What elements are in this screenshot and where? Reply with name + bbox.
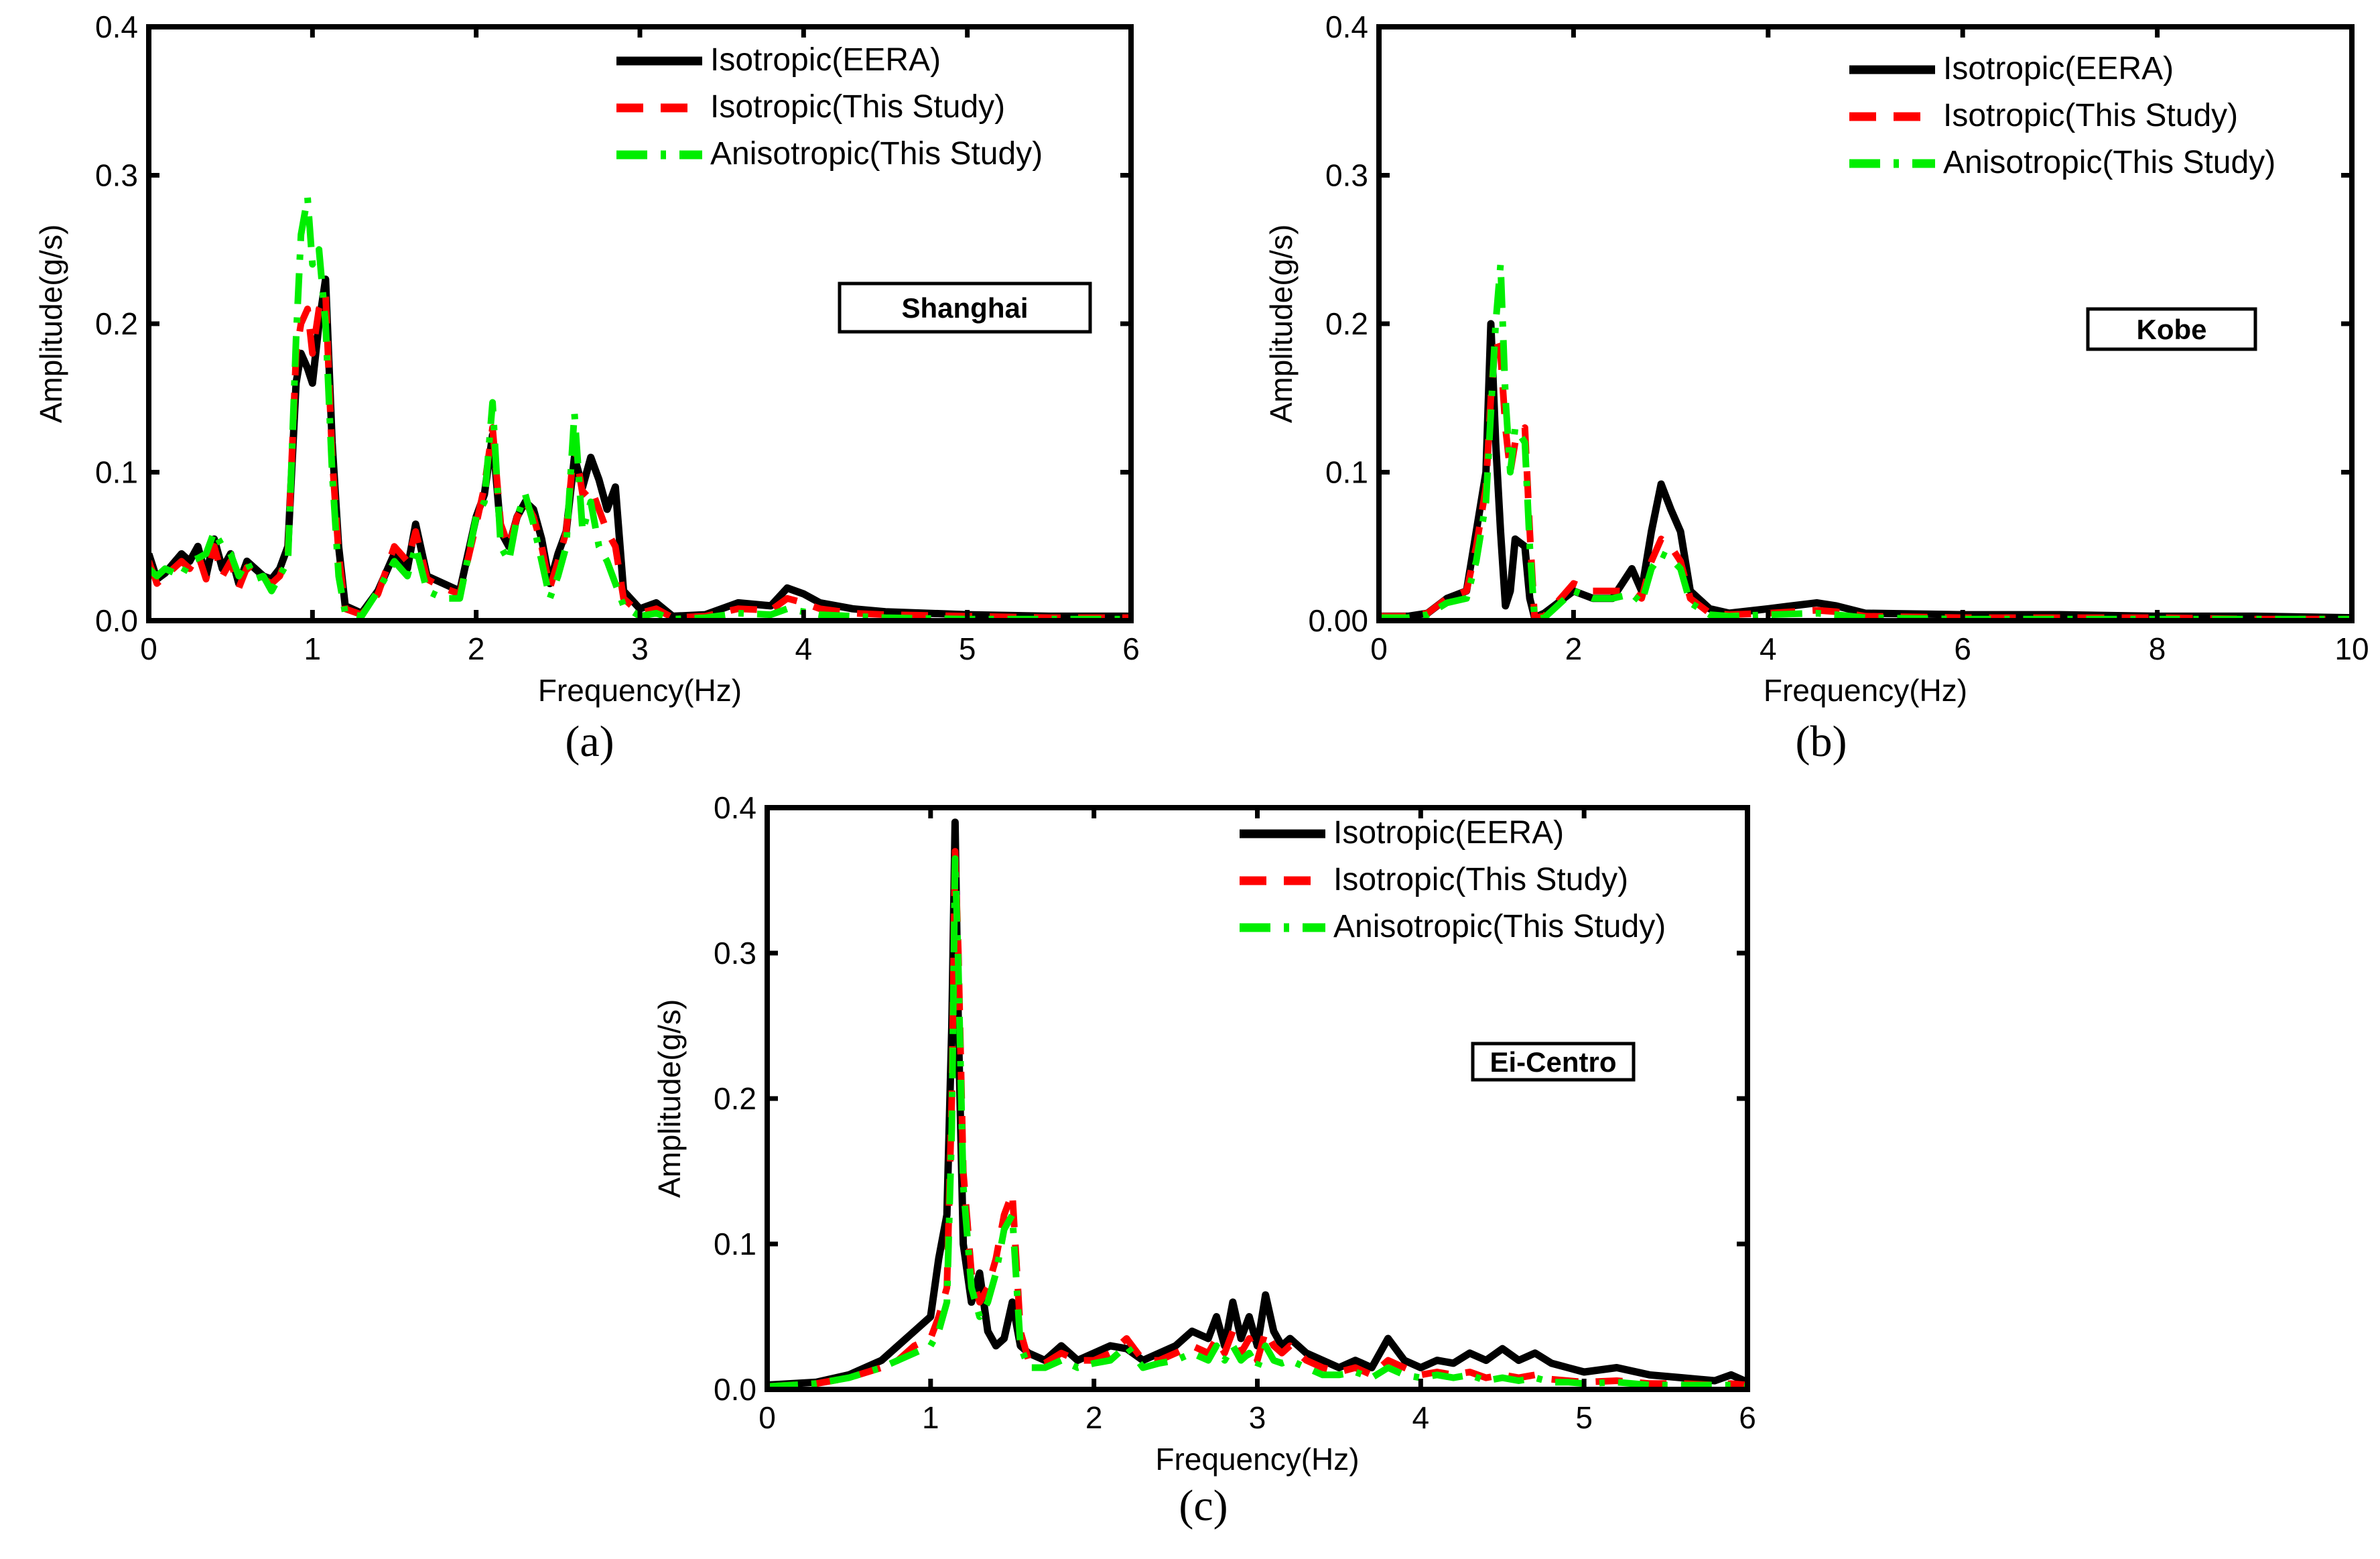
- y-tick-label: 0.3: [1325, 158, 1368, 193]
- legend: Isotropic(EERA) Isotropic(This Study) Anis…: [616, 42, 1043, 172]
- y-axis-title: Amplitude(g/s): [34, 225, 68, 424]
- y-tick-label: 0.3: [95, 158, 138, 193]
- series-line-anisotropic-this-study: [149, 194, 1131, 621]
- y-tick-label: 0.2: [714, 1081, 756, 1116]
- x-axis-title: Frequency(Hz): [538, 673, 742, 708]
- panel-label: (b): [1796, 717, 1847, 766]
- panel-a: 0 1 2 3 4 5 6 0.0 0.1 0.2 0.3 0.4 Frequency(Hz) Ampli…: [34, 9, 1140, 766]
- annotation-box: [838, 282, 1092, 334]
- series-group: [149, 194, 1131, 621]
- x-tick-label: 2: [468, 631, 485, 666]
- x-tick-label: 0: [140, 631, 157, 666]
- y-tick-label: 0.1: [1325, 455, 1368, 490]
- panel-b: 0 2 4 6 8 10 0.00 0.1 0.2 0.3 0.4 Frequency(Hz) Ampl…: [1264, 9, 2369, 766]
- y-tick-label: 0.1: [714, 1227, 756, 1261]
- legend: Isotropic(EERA) Isotropic(This Study) Anis…: [1849, 51, 2275, 180]
- y-tick-label: 0.0: [95, 603, 138, 638]
- x-tick-label: 3: [631, 631, 649, 666]
- series-group: [767, 818, 1747, 1389]
- legend-label: Isotropic(This Study): [1943, 98, 2238, 133]
- x-tick-label: 10: [2334, 631, 2369, 666]
- legend-label: Isotropic(This Study): [710, 89, 1005, 125]
- series-group: [1379, 261, 2352, 621]
- y-tick-label: 0.0: [714, 1372, 756, 1407]
- x-tick-label: 4: [795, 631, 813, 666]
- y-tick-label: 0.1: [95, 455, 138, 490]
- series-line-anisotropic-this-study: [1379, 261, 2352, 621]
- y-tick-label: 0.2: [1325, 306, 1368, 341]
- x-tick-label: 1: [304, 631, 322, 666]
- legend-label: Anisotropic(This Study): [1333, 909, 1666, 944]
- annotation-label: Shanghai: [901, 292, 1028, 324]
- y-tick-label: 0.00: [1308, 603, 1368, 638]
- x-tick-label: 8: [2149, 631, 2166, 666]
- legend-label: Isotropic(This Study): [1333, 862, 1628, 897]
- annotation-box: [2086, 307, 2257, 351]
- panel-c: 0 1 2 3 4 5 6 0.0 0.1 0.2 0.3 0.4 Frequency(Hz) Ampli…: [652, 790, 1756, 1530]
- x-tick-label: 5: [1575, 1400, 1593, 1435]
- x-tick-label: 4: [1760, 631, 1777, 666]
- x-tick-label: 5: [959, 631, 976, 666]
- x-tick-label: 3: [1249, 1400, 1266, 1435]
- y-tick-label: 0.4: [714, 790, 756, 825]
- y-tick-label: 0.4: [1325, 9, 1368, 44]
- x-tick-label: 4: [1412, 1400, 1430, 1435]
- x-axis-title: Frequency(Hz): [1764, 673, 1967, 708]
- series-line-isotropic-eera: [767, 818, 1747, 1389]
- legend-label: Isotropic(EERA): [1943, 51, 2174, 86]
- legend-label: Isotropic(EERA): [1333, 815, 1564, 851]
- x-tick-label: 0: [1370, 631, 1388, 666]
- x-tick-label: 6: [1954, 631, 1971, 666]
- series-line-anisotropic-this-study: [767, 855, 1747, 1389]
- legend: Isotropic(EERA) Isotropic(This Study) Anis…: [1240, 815, 1666, 944]
- legend-label: Anisotropic(This Study): [1943, 145, 2275, 180]
- legend-label: Isotropic(EERA): [710, 42, 941, 78]
- x-tick-label: 6: [1739, 1400, 1756, 1435]
- legend-label: Anisotropic(This Study): [710, 136, 1043, 172]
- x-tick-label: 0: [758, 1400, 776, 1435]
- y-axis-title: Amplitude(g/s): [652, 999, 687, 1198]
- y-axis-title: Amplitude(g/s): [1264, 225, 1299, 424]
- annotation-label: Kobe: [2137, 314, 2207, 345]
- x-tick-label: 2: [1085, 1400, 1103, 1435]
- x-tick-label: 2: [1565, 631, 1583, 666]
- series-line-isotropic-eera: [1379, 320, 2352, 621]
- annotation-box: [1471, 1042, 1636, 1082]
- y-tick-label: 0.2: [95, 306, 138, 341]
- panel-label: (a): [565, 717, 614, 766]
- y-tick-label: 0.3: [714, 936, 756, 971]
- y-tick-label: 0.4: [95, 9, 138, 44]
- annotation-label: Ei-Centro: [1490, 1046, 1617, 1078]
- x-axis-title: Frequency(Hz): [1155, 1442, 1359, 1477]
- x-tick-label: 1: [922, 1400, 939, 1435]
- x-tick-label: 6: [1122, 631, 1140, 666]
- panel-label: (c): [1179, 1481, 1228, 1530]
